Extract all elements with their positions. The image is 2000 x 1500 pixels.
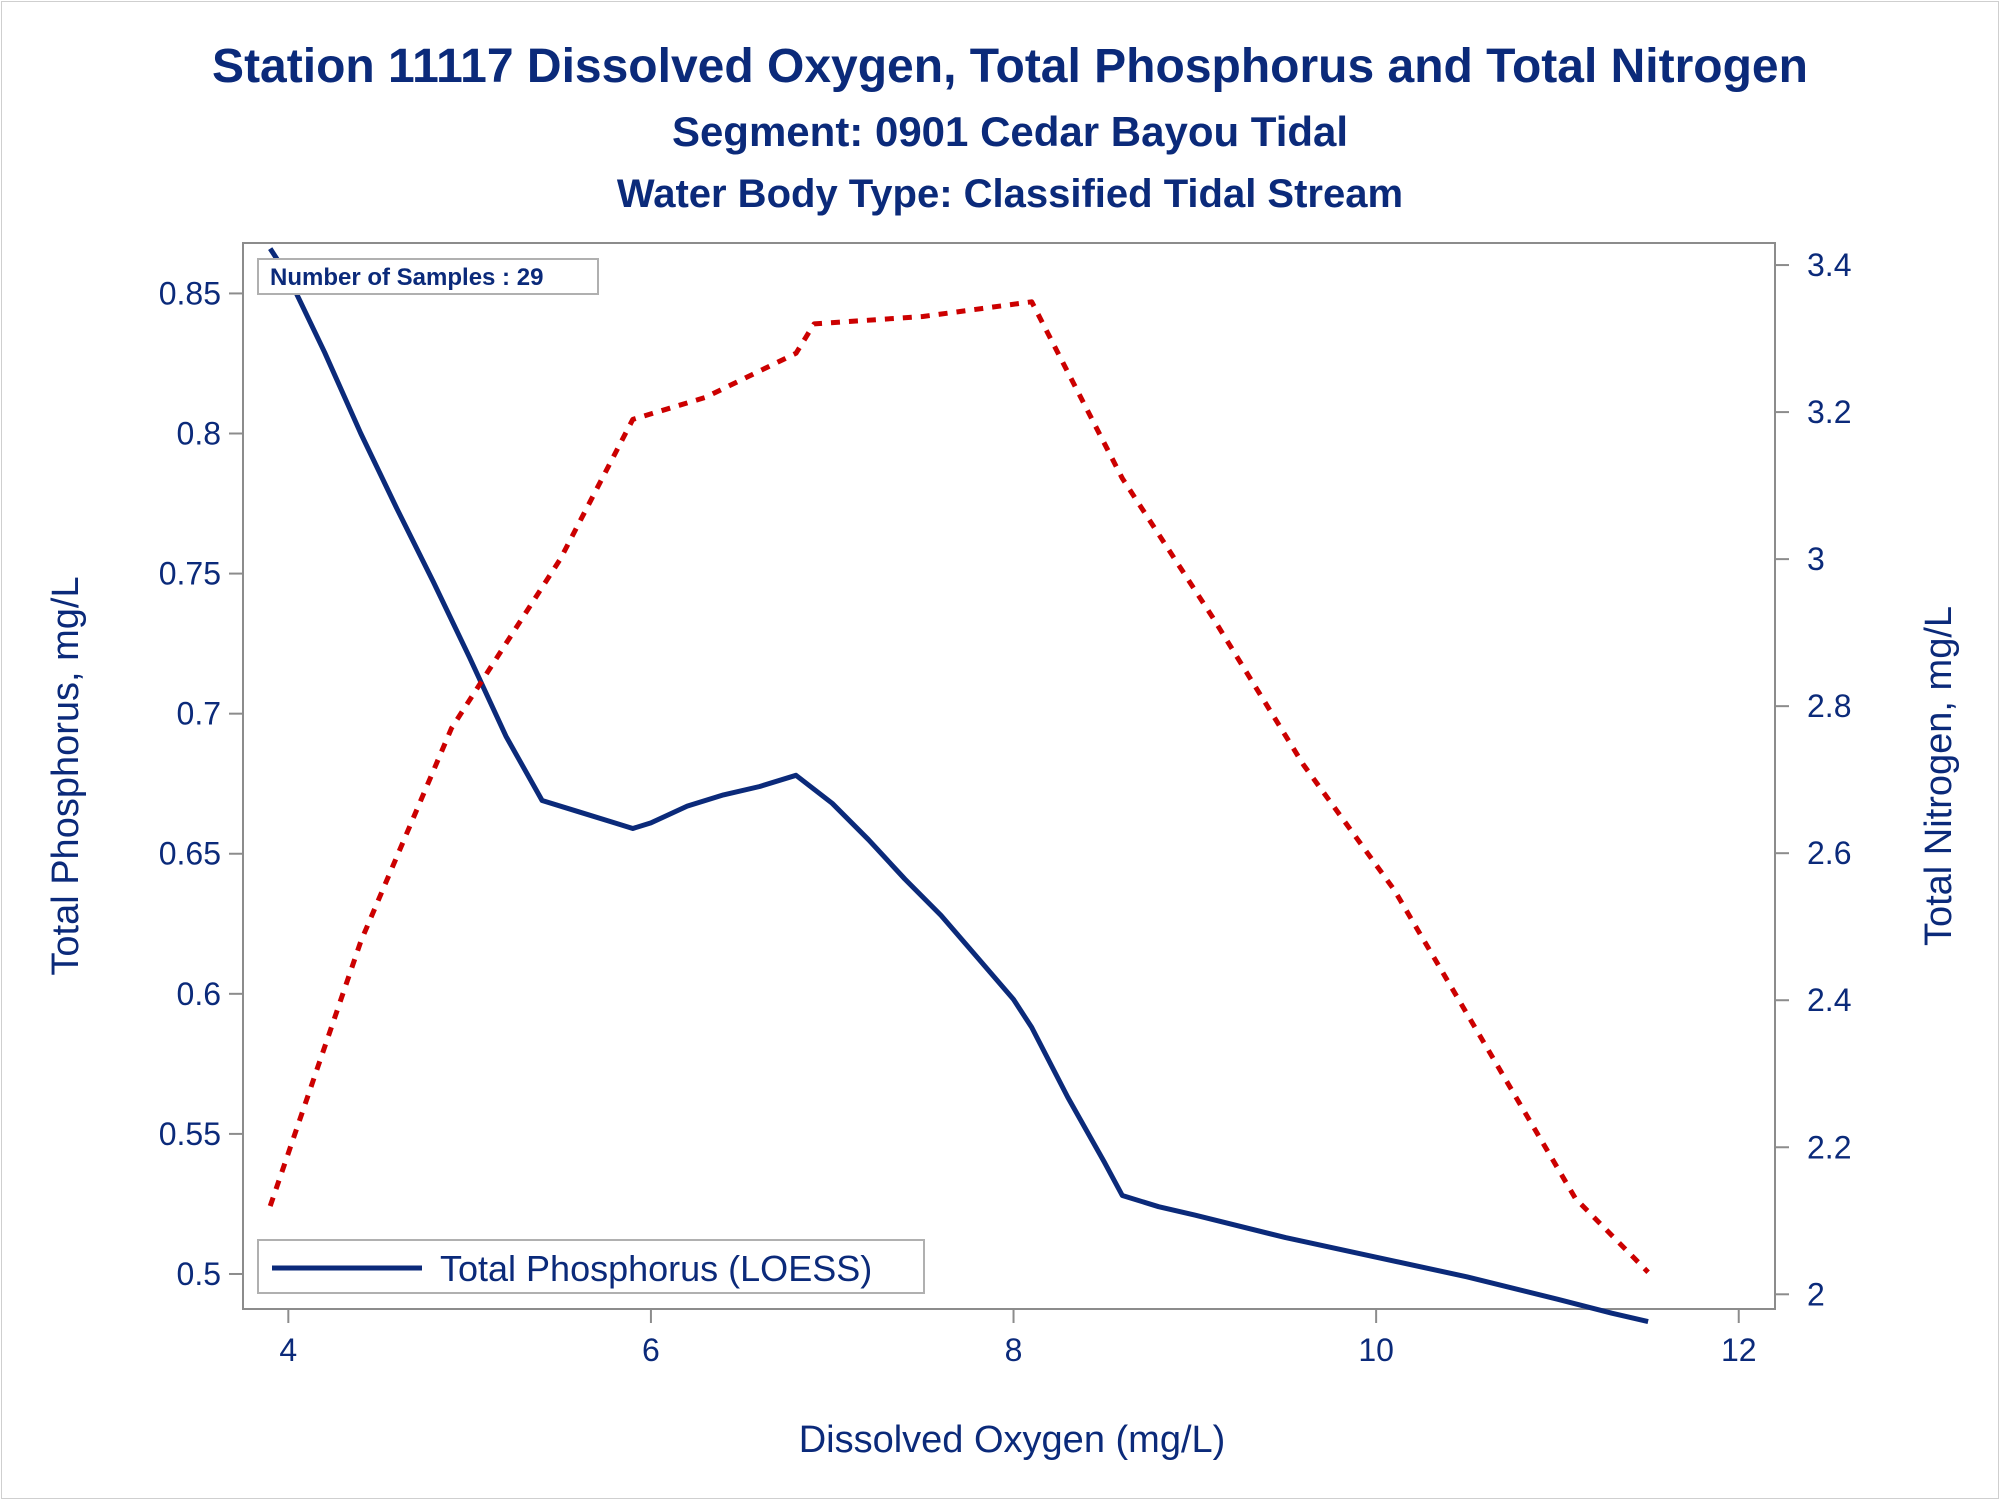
y-right-tick-label: 2.4 <box>1807 982 1851 1018</box>
x-axis-label: Dissolved Oxygen (mg/L) <box>799 1419 1226 1461</box>
series-line-nitrogen <box>267 299 1650 1274</box>
y-left-tick-label: 0.85 <box>159 275 221 311</box>
y-left-tick-label: 0.65 <box>159 836 221 872</box>
annotation-text: Number of Samples : 29 <box>270 264 543 291</box>
chart-subtitle: Segment: 0901 Cedar Bayou Tidal <box>672 108 1348 155</box>
y-right-tick-label: 2.2 <box>1807 1129 1851 1165</box>
chart-subtitle-water-body: Water Body Type: Classified Tidal Stream <box>617 172 1403 216</box>
x-tick-label: 12 <box>1721 1332 1757 1368</box>
y-right-tick-label: 3 <box>1807 541 1825 577</box>
y-right-tick-label: 2 <box>1807 1276 1825 1312</box>
series-layer <box>267 247 1650 1325</box>
annotation-box <box>257 258 599 295</box>
y-right-tick-label: 2.8 <box>1807 688 1851 724</box>
y-left-tick-label: 0.75 <box>159 556 221 592</box>
y-left-tick-label: 0.6 <box>177 976 221 1012</box>
y-left-tick-label: 0.8 <box>177 416 221 452</box>
series-line-phosphorus <box>268 247 1649 1325</box>
x-tick-label: 4 <box>279 1332 297 1368</box>
plot-area-border <box>242 242 1776 1310</box>
y-left-tick-label: 0.5 <box>177 1256 221 1292</box>
y-right-axis-label: Total Nitrogen, mg/L <box>1918 606 1960 946</box>
y-left-axis-ticks: 0.5 0.55 0.6 0.65 0.7 0.75 0.8 0.85 <box>159 275 243 1292</box>
x-tick-label: 10 <box>1358 1332 1394 1368</box>
y-right-axis-ticks: 2 2.2 2.4 2.6 2.8 3 3.2 3.4 <box>1775 247 1851 1312</box>
y-left-tick-label: 0.55 <box>159 1116 221 1152</box>
y-left-axis-label: Total Phosphorus, mg/L <box>45 576 87 975</box>
legend-label-phosphorus: Total Phosphorus (LOESS) <box>440 1248 872 1289</box>
y-left-tick-label: 0.7 <box>177 696 221 732</box>
y-right-tick-label: 3.2 <box>1807 394 1851 430</box>
sample-count-annotation: Number of Samples : 29 <box>257 258 599 295</box>
x-axis-ticks: 4 6 8 10 12 <box>279 1309 1757 1368</box>
x-tick-label: 6 <box>642 1332 660 1368</box>
y-right-tick-label: 3.4 <box>1807 247 1851 283</box>
y-right-tick-label: 2.6 <box>1807 835 1851 871</box>
chart-title: Station 11117 Dissolved Oxygen, Total Ph… <box>212 40 1808 93</box>
legend: Total Phosphorus (LOESS) <box>257 1239 925 1294</box>
x-tick-label: 8 <box>1005 1332 1023 1368</box>
